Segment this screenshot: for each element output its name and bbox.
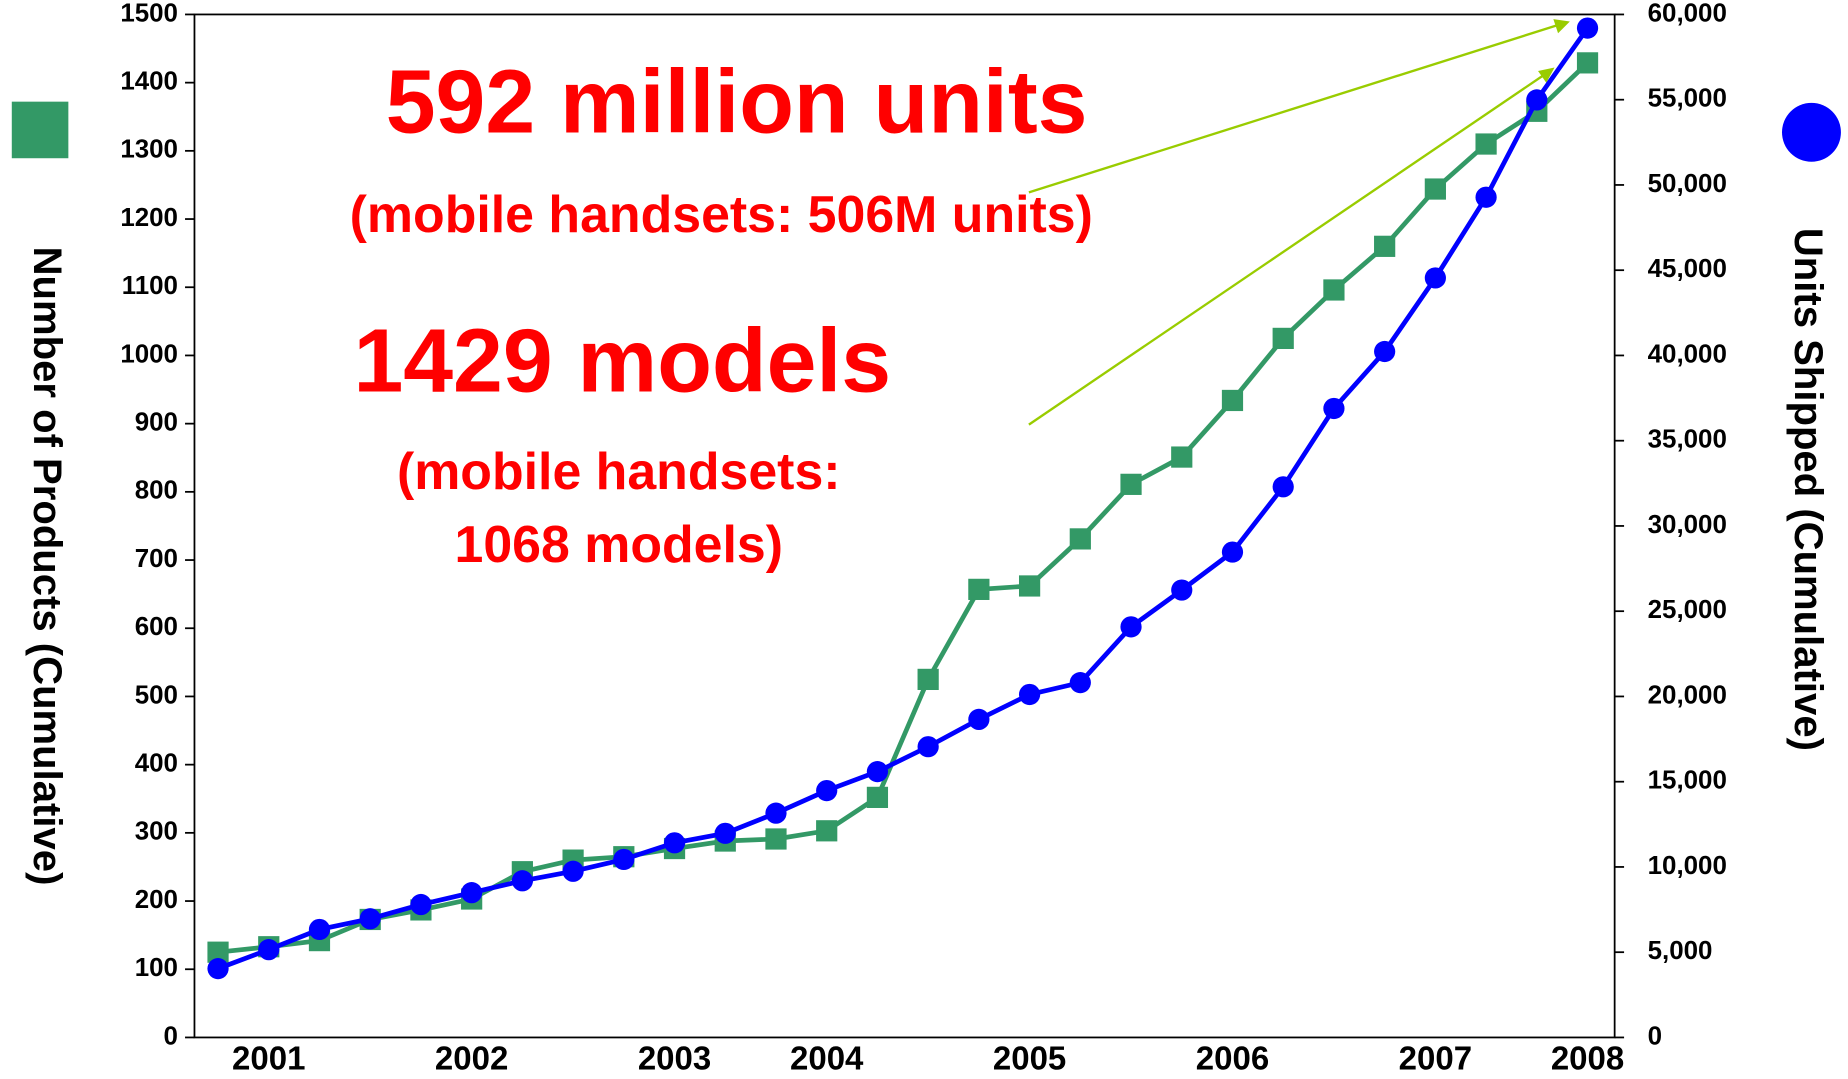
marker: [968, 708, 990, 731]
marker: [461, 882, 483, 904]
marker: [1475, 186, 1497, 208]
marker: [1374, 340, 1396, 363]
x-tick-label: 2002: [435, 1040, 508, 1077]
y-tick-label: 0: [164, 1022, 178, 1050]
marker: [866, 761, 889, 783]
x-tick-label: 2003: [638, 1040, 711, 1077]
y2-tick-label: 15,000: [1648, 767, 1727, 795]
x-tick-label: 2004: [790, 1040, 864, 1077]
marker: [511, 870, 533, 892]
marker: [1424, 178, 1446, 200]
annotation: 592 million units: [386, 51, 1088, 151]
marker: [968, 578, 990, 600]
x-tick-label: 2007: [1399, 1040, 1472, 1077]
y2-tick-label: 35,000: [1648, 426, 1727, 454]
y-tick-label: 200: [135, 886, 178, 914]
legend-circle: [1782, 102, 1841, 162]
y2-tick-label: 30,000: [1648, 511, 1727, 539]
y-tick-label: 700: [135, 545, 178, 573]
marker: [207, 941, 229, 963]
annotation: 1429 models: [353, 311, 891, 411]
marker: [1576, 17, 1599, 39]
y-tick-label: 400: [135, 749, 178, 777]
marker: [562, 860, 584, 882]
y2-axis-title: Units Shipped (Cumulative): [1786, 228, 1830, 751]
marker: [1323, 279, 1345, 301]
y-tick-label: 800: [135, 477, 178, 505]
marker: [1069, 528, 1091, 550]
marker: [765, 802, 787, 824]
arrow: [1028, 72, 1547, 426]
marker: [1526, 89, 1548, 111]
y-tick-label: 600: [135, 613, 178, 641]
plot-frame: [193, 13, 1616, 1039]
legend-square: [11, 101, 69, 159]
marker: [1272, 327, 1294, 350]
y2-tick-label: 60,000: [1648, 0, 1727, 27]
marker: [1171, 446, 1193, 468]
y-tick-label: 1500: [120, 0, 178, 27]
marker: [917, 736, 939, 758]
marker: [816, 820, 838, 842]
marker: [816, 779, 838, 802]
marker: [207, 958, 229, 980]
marker: [1018, 683, 1041, 706]
marker: [663, 832, 686, 854]
y2-tick-label: 20,000: [1648, 681, 1727, 709]
x-tick-label: 2001: [232, 1040, 305, 1077]
marker: [917, 668, 939, 691]
marker: [1221, 389, 1244, 412]
annotation: (mobile handsets: 506M units): [350, 185, 1093, 243]
y-tick-label: 1300: [120, 136, 178, 164]
x-tick-label: 2005: [993, 1040, 1066, 1077]
annotation: (mobile handsets:: [397, 442, 841, 500]
y2-tick-label: 40,000: [1648, 340, 1727, 368]
x-tick-label: 2008: [1551, 1040, 1624, 1077]
marker: [308, 918, 331, 941]
y2-tick-label: 55,000: [1648, 85, 1727, 113]
marker: [1272, 476, 1294, 498]
y-tick-label: 500: [135, 681, 178, 709]
y-tick-label: 1200: [120, 204, 178, 232]
marker: [1171, 579, 1193, 601]
y-tick-label: 1000: [120, 340, 178, 368]
y2-tick-label: 25,000: [1648, 596, 1727, 624]
y-tick-label: 1100: [122, 272, 178, 300]
y-tick-label: 1400: [120, 67, 178, 95]
x-tick-label: 2006: [1196, 1040, 1269, 1077]
marker: [1069, 672, 1091, 694]
annotation: 1068 models): [454, 515, 783, 573]
marker: [1221, 541, 1244, 563]
marker: [1424, 267, 1446, 289]
y2-tick-label: 0: [1648, 1022, 1662, 1050]
marker: [714, 822, 736, 844]
y2-tick-label: 50,000: [1648, 170, 1727, 198]
marker: [866, 786, 889, 808]
y-tick-label: 900: [135, 408, 178, 436]
marker: [613, 848, 635, 871]
marker: [1374, 235, 1396, 257]
marker: [1576, 52, 1599, 74]
marker: [410, 893, 432, 916]
y2-tick-label: 45,000: [1648, 255, 1727, 283]
y-tick-label: 100: [135, 954, 178, 982]
arrowhead: [1538, 67, 1555, 83]
arrow: [1028, 22, 1562, 194]
marker: [1120, 473, 1142, 495]
marker: [359, 908, 381, 930]
marker: [1120, 616, 1142, 638]
y2-tick-label: 10,000: [1648, 852, 1727, 880]
arrowhead: [1553, 19, 1570, 34]
y2-tick-label: 5,000: [1648, 937, 1713, 965]
series-line: [217, 26, 1590, 971]
marker: [1323, 397, 1345, 420]
marker: [258, 939, 280, 961]
y-axis-title: Number of Products (Cumulative): [25, 247, 69, 886]
marker: [765, 828, 787, 850]
y-tick-label: 300: [135, 818, 178, 846]
marker: [1475, 133, 1497, 155]
series-line: [217, 61, 1590, 955]
marker: [1018, 575, 1041, 597]
